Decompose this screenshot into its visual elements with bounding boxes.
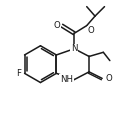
Text: O: O [87, 26, 94, 35]
Text: O: O [54, 21, 61, 30]
Text: NH: NH [60, 75, 73, 84]
Text: O: O [105, 74, 112, 83]
Text: F: F [17, 69, 22, 78]
Text: N: N [71, 44, 77, 53]
